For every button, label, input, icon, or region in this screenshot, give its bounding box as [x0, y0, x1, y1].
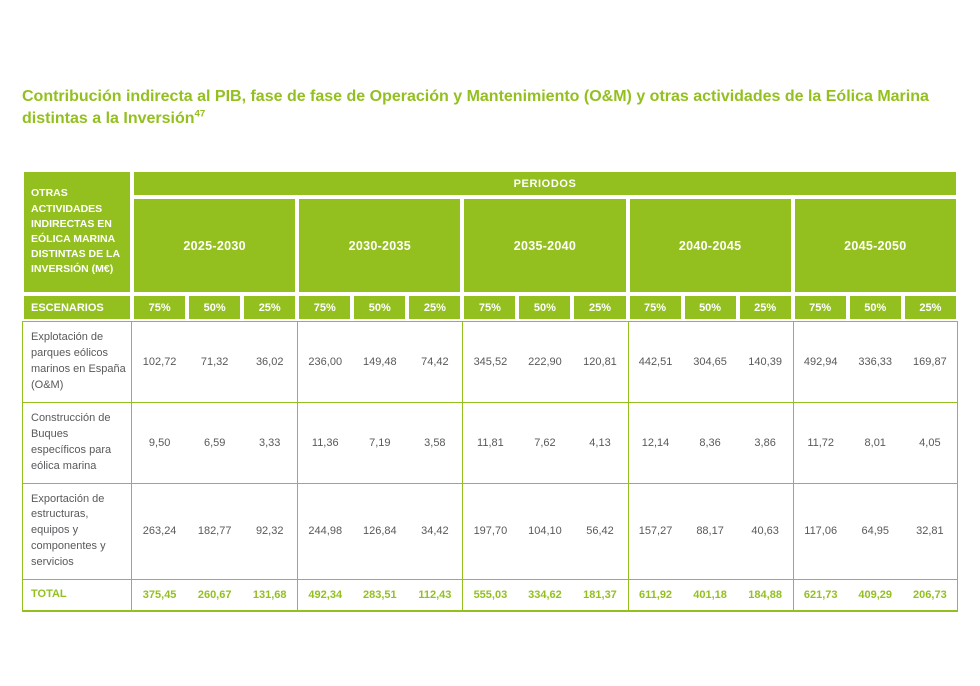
- value-cell: 104,10: [517, 482, 573, 580]
- total-value-cell: 181,37: [572, 579, 628, 613]
- table-row-explotacion: Explotación de parques eólicos marinos e…: [22, 321, 958, 402]
- value-cell: 3,33: [242, 401, 298, 483]
- value-cell: 236,00: [297, 321, 353, 402]
- value-cell: 197,70: [462, 482, 518, 580]
- value-cell: 157,27: [627, 482, 683, 580]
- total-value-cell: 283,51: [352, 579, 408, 613]
- scenario-pct: 75%: [627, 294, 683, 321]
- total-value-cell: 401,18: [682, 579, 738, 613]
- total-value-cell: 375,45: [132, 579, 188, 613]
- value-cell: 88,17: [682, 482, 738, 580]
- value-cell: 40,63: [737, 482, 793, 580]
- row-label: Construcción de Buques específicos para …: [22, 401, 133, 483]
- total-value-cell: 206,73: [902, 579, 958, 613]
- row-label: Exportación de estructuras, equipos y co…: [22, 482, 133, 580]
- value-cell: 7,62: [517, 401, 573, 483]
- value-cell: 4,05: [902, 401, 958, 483]
- scenario-pct: 25%: [572, 294, 628, 321]
- pib-indirect-contribution-table: OTRAS ACTIVIDADES INDIRECTAS EN EÓLICA M…: [22, 170, 958, 613]
- scenario-pct: 25%: [902, 294, 958, 321]
- total-value-cell: 112,43: [407, 579, 463, 613]
- value-cell: 32,81: [902, 482, 958, 580]
- value-cell: 182,77: [187, 482, 243, 580]
- value-cell: 11,72: [792, 401, 848, 483]
- value-cell: 7,19: [352, 401, 408, 483]
- value-cell: 12,14: [627, 401, 683, 483]
- period-header-2035-2040: 2035-2040: [462, 197, 628, 294]
- value-cell: 4,13: [572, 401, 628, 483]
- period-range-row: 2025-2030 2030-2035 2035-2040 2040-2045 …: [22, 197, 958, 294]
- scenario-pct: 50%: [682, 294, 738, 321]
- scenarios-row: ESCENARIOS 75% 50% 25% 75% 50% 25% 75% 5…: [22, 294, 958, 321]
- value-cell: 11,81: [462, 401, 518, 483]
- value-cell: 149,48: [352, 321, 408, 402]
- total-label: TOTAL: [22, 579, 133, 613]
- title-text: Contribución indirecta al PIB, fase de f…: [22, 88, 929, 127]
- value-cell: 8,36: [682, 401, 738, 483]
- value-cell: 442,51: [627, 321, 683, 402]
- corner-header: OTRAS ACTIVIDADES INDIRECTAS EN EÓLICA M…: [22, 170, 133, 294]
- value-cell: 102,72: [132, 321, 188, 402]
- period-header-2045-2050: 2045-2050: [792, 197, 958, 294]
- value-cell: 126,84: [352, 482, 408, 580]
- scenarios-header: ESCENARIOS: [22, 294, 133, 321]
- period-header-2025-2030: 2025-2030: [132, 197, 298, 294]
- value-cell: 117,06: [792, 482, 848, 580]
- period-header-2040-2045: 2040-2045: [627, 197, 793, 294]
- value-cell: 92,32: [242, 482, 298, 580]
- title-footnote-ref: 47: [194, 108, 206, 120]
- value-cell: 492,94: [792, 321, 848, 402]
- value-cell: 34,42: [407, 482, 463, 580]
- total-value-cell: 260,67: [187, 579, 243, 613]
- value-cell: 9,50: [132, 401, 188, 483]
- value-cell: 263,24: [132, 482, 188, 580]
- scenario-pct: 75%: [132, 294, 188, 321]
- total-value-cell: 334,62: [517, 579, 573, 613]
- total-value-cell: 492,34: [297, 579, 353, 613]
- period-header-2030-2035: 2030-2035: [297, 197, 463, 294]
- scenario-pct: 25%: [407, 294, 463, 321]
- value-cell: 304,65: [682, 321, 738, 402]
- value-cell: 6,59: [187, 401, 243, 483]
- value-cell: 3,86: [737, 401, 793, 483]
- scenario-pct: 75%: [462, 294, 518, 321]
- table-row-exportacion: Exportación de estructuras, equipos y co…: [22, 482, 958, 580]
- table-row-construccion: Construcción de Buques específicos para …: [22, 401, 958, 483]
- scenario-pct: 50%: [517, 294, 573, 321]
- total-value-cell: 555,03: [462, 579, 518, 613]
- total-value-cell: 184,88: [737, 579, 793, 613]
- value-cell: 222,90: [517, 321, 573, 402]
- total-value-cell: 131,68: [242, 579, 298, 613]
- total-value-cell: 611,92: [627, 579, 683, 613]
- row-label: Explotación de parques eólicos marinos e…: [22, 321, 133, 402]
- page-title: Contribución indirecta al PIB, fase de f…: [22, 86, 960, 129]
- value-cell: 140,39: [737, 321, 793, 402]
- value-cell: 336,33: [847, 321, 903, 402]
- value-cell: 71,32: [187, 321, 243, 402]
- scenario-pct: 25%: [737, 294, 793, 321]
- value-cell: 169,87: [902, 321, 958, 402]
- value-cell: 345,52: [462, 321, 518, 402]
- periods-title-row: OTRAS ACTIVIDADES INDIRECTAS EN EÓLICA M…: [22, 170, 958, 294]
- value-cell: 36,02: [242, 321, 298, 402]
- total-row: TOTAL 375,45 260,67 131,68 492,34 283,51…: [22, 579, 958, 613]
- scenario-pct: 50%: [847, 294, 903, 321]
- value-cell: 120,81: [572, 321, 628, 402]
- periods-header: PERIODOS: [132, 170, 958, 197]
- scenario-pct: 50%: [352, 294, 408, 321]
- value-cell: 3,58: [407, 401, 463, 483]
- value-cell: 64,95: [847, 482, 903, 580]
- value-cell: 244,98: [297, 482, 353, 580]
- value-cell: 74,42: [407, 321, 463, 402]
- value-cell: 56,42: [572, 482, 628, 580]
- value-cell: 11,36: [297, 401, 353, 483]
- total-value-cell: 409,29: [847, 579, 903, 613]
- scenario-pct: 50%: [187, 294, 243, 321]
- total-value-cell: 621,73: [792, 579, 848, 613]
- scenario-pct: 75%: [792, 294, 848, 321]
- scenario-pct: 75%: [297, 294, 353, 321]
- value-cell: 8,01: [847, 401, 903, 483]
- scenario-pct: 25%: [242, 294, 298, 321]
